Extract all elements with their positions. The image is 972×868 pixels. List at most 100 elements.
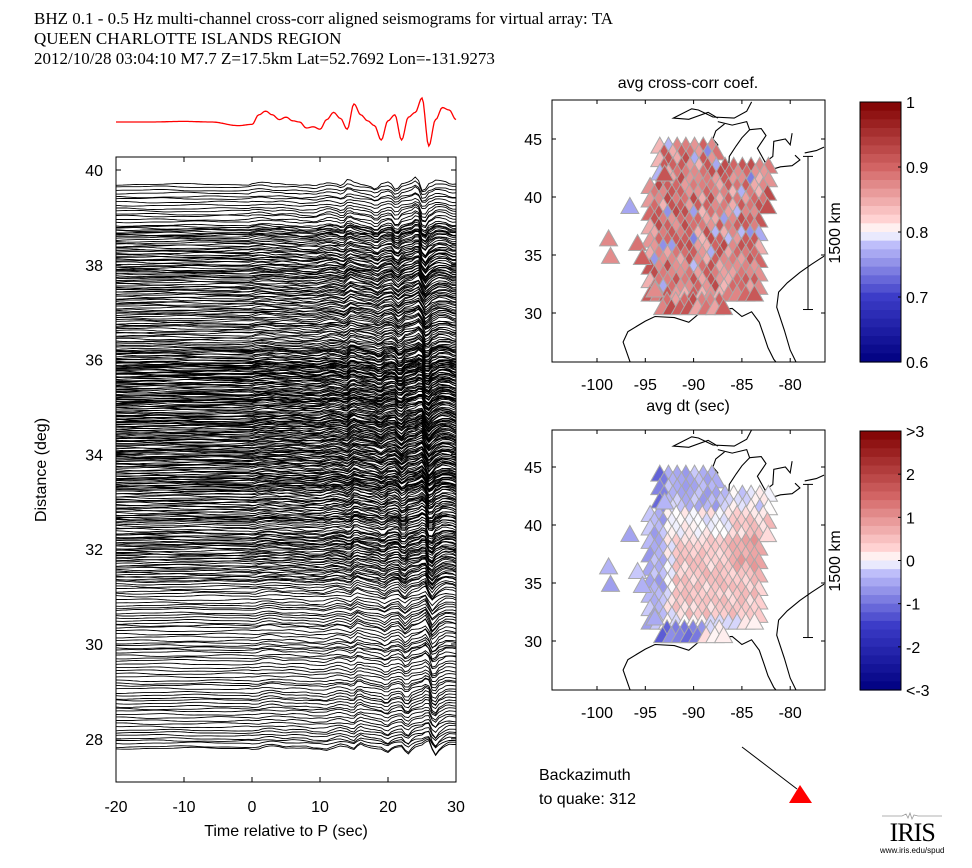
coastline: [671, 101, 753, 120]
coastline: [749, 128, 793, 164]
seismogram-trace: [116, 409, 456, 421]
colorbar-tick-label: 0.7: [906, 290, 928, 307]
colorbar-segment: [860, 119, 901, 129]
colorbar-segment: [860, 188, 901, 198]
iris-url[interactable]: www.iris.edu/spud: [880, 846, 945, 855]
seismogram-trace: [116, 231, 456, 245]
seismogram-trace: [116, 493, 456, 507]
colorbar-segment: [860, 560, 901, 570]
colorbar-segment: [860, 171, 901, 181]
seismogram-trace: [116, 570, 456, 582]
seismogram-trace: [116, 529, 456, 544]
stack-trace-group: [116, 96, 457, 148]
seismogram-trace: [116, 299, 456, 313]
colorbar-tick-label: 2: [906, 467, 915, 484]
seismogram-trace: [116, 409, 456, 425]
colorbar-segment: [860, 136, 901, 146]
station-triangle: [645, 607, 665, 626]
colorbar-segment: [860, 180, 901, 190]
seismogram-trace: [116, 674, 456, 686]
seismogram-trace: [116, 702, 456, 716]
seismogram-trace: [116, 513, 456, 526]
seismogram-trace: [116, 282, 456, 298]
seismogram-trace: [116, 313, 456, 328]
seismogram-trace: [116, 233, 456, 245]
station-triangle: [632, 575, 653, 593]
seismogram-trace: [116, 306, 456, 320]
seismogram-trace: [116, 574, 456, 589]
seismogram-trace: [116, 425, 456, 443]
seismogram-trace: [116, 661, 456, 675]
seismogram-trace: [116, 538, 456, 553]
lat-tick-label: 35: [524, 576, 542, 593]
colorbar-segment: [860, 456, 901, 467]
seismogram-trace: [116, 256, 456, 271]
seismogram-trace: [116, 364, 456, 377]
colorbar-segment: [860, 292, 901, 302]
colorbar-segment: [860, 214, 901, 224]
seismogram-trace: [116, 476, 456, 487]
seismogram-trace: [116, 366, 456, 378]
seismogram-trace: [116, 582, 456, 600]
seismogram-trace: [116, 282, 456, 296]
colorbar-segment: [860, 577, 901, 587]
colorbar-segment: [860, 327, 901, 337]
seismogram-trace: [116, 248, 456, 259]
coastline: [671, 430, 753, 448]
seismogram-trace: [116, 225, 456, 239]
colorbar-segment: [860, 586, 901, 596]
colorbar-segment: [860, 258, 901, 268]
figure-title-line3: 2012/10/28 03:04:10 M7.7 Z=17.5km Lat=52…: [34, 49, 495, 68]
seismogram-trace: [116, 264, 456, 281]
colorbar-segment: [860, 474, 901, 484]
seismogram-trace: [116, 408, 456, 420]
seismogram-trace: [116, 690, 456, 707]
seismogram-trace: [116, 508, 456, 520]
colorbar-segment: [860, 681, 901, 691]
seismogram-trace: [116, 219, 456, 232]
colorbar-segment: [860, 620, 901, 631]
seismogram-trace: [116, 730, 456, 748]
colorbar-segment: [860, 353, 901, 363]
seismogram-trace: [116, 327, 456, 343]
seismogram-trace: [116, 354, 456, 367]
seismogram-trace: [116, 307, 456, 325]
seismogram-trace: [116, 465, 456, 480]
seismogram-trace: [116, 415, 456, 431]
seismogram-trace: [116, 300, 456, 315]
backazimuth-line2: to quake: 312: [539, 791, 636, 808]
station-triangle: [744, 284, 765, 302]
backazimuth-label: Backazimuth to quake: 312: [539, 764, 636, 812]
station-triangle: [757, 196, 778, 215]
lon-tick-label: -85: [730, 377, 753, 394]
colorbar-tick-label: 0.8: [906, 225, 928, 242]
seismogram-trace: [116, 727, 456, 739]
seismogram-trace: [116, 192, 456, 202]
seismogram-trace: [116, 519, 456, 531]
seismogram-trace: [116, 606, 456, 620]
seismogram-trace: [116, 696, 456, 710]
colorbar-segment: [860, 206, 901, 216]
seismogram-trace: [116, 197, 456, 207]
lon-tick-label: -90: [682, 705, 705, 722]
map2-title: avg dt (sec): [646, 398, 730, 415]
seismogram-trace: [116, 458, 456, 477]
seismogram-trace: [116, 228, 456, 242]
coastline: [804, 474, 825, 482]
seismogram-trace: [116, 722, 456, 734]
iris-logo[interactable]: IRIS www.iris.edu/spud: [880, 812, 944, 855]
y-tick-label: 30: [85, 637, 103, 654]
seismogram-trace: [116, 201, 456, 209]
seismogram-trace: [116, 369, 456, 382]
seismogram-trace: [116, 314, 456, 330]
colorbar-segment: [860, 128, 901, 138]
seismogram-trace: [116, 393, 456, 405]
colorbar-cross-corr: 0.6 0.7 0.8 0.9 1: [859, 95, 928, 372]
seismogram-trace: [116, 652, 456, 663]
seismogram-trace: [116, 535, 456, 550]
seismogram-trace: [116, 505, 456, 519]
seismogram-trace: [116, 563, 456, 575]
seismogram-trace: [116, 387, 456, 401]
seismogram-trace: [116, 557, 456, 571]
